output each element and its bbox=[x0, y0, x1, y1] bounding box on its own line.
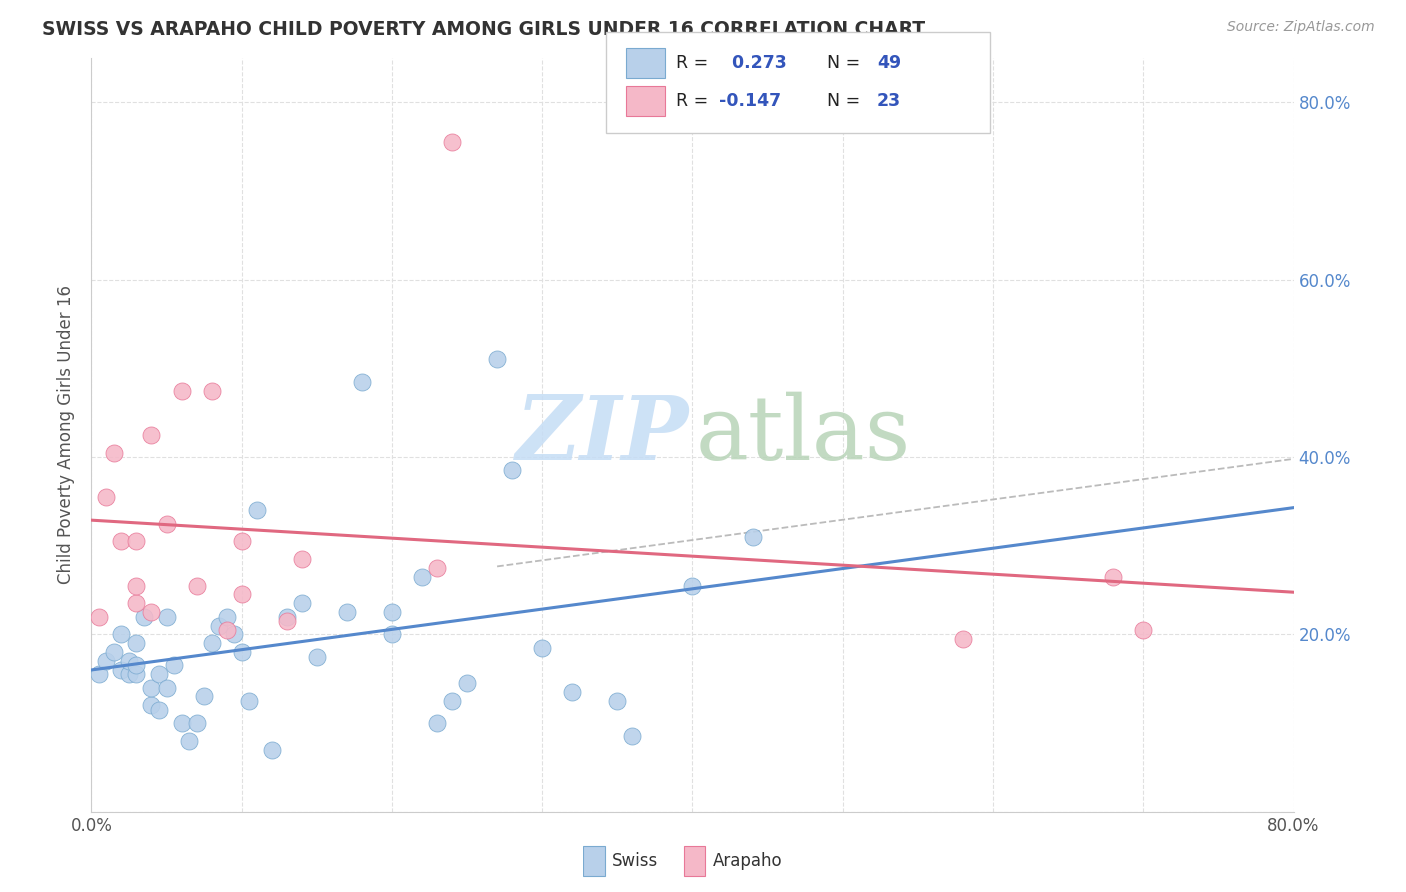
Bar bbox=[626, 48, 665, 78]
Point bbox=[148, 703, 170, 717]
Point bbox=[952, 632, 974, 646]
Point bbox=[305, 649, 328, 664]
Point bbox=[110, 534, 132, 549]
Text: N =: N = bbox=[827, 54, 865, 72]
Point bbox=[125, 667, 148, 681]
Point bbox=[118, 667, 141, 681]
Point bbox=[193, 690, 215, 704]
Point bbox=[276, 609, 298, 624]
Point bbox=[336, 605, 359, 619]
Point bbox=[381, 627, 404, 641]
Point bbox=[741, 530, 763, 544]
Point bbox=[118, 654, 141, 668]
Point bbox=[170, 384, 193, 398]
Text: atlas: atlas bbox=[696, 392, 911, 478]
Point bbox=[426, 561, 449, 575]
Point bbox=[155, 609, 177, 624]
Point bbox=[132, 609, 155, 624]
Point bbox=[170, 716, 193, 731]
Point bbox=[201, 384, 224, 398]
Text: SWISS VS ARAPAHO CHILD POVERTY AMONG GIRLS UNDER 16 CORRELATION CHART: SWISS VS ARAPAHO CHILD POVERTY AMONG GIR… bbox=[42, 20, 925, 38]
Point bbox=[246, 503, 269, 517]
Point bbox=[531, 640, 554, 655]
Point bbox=[148, 667, 170, 681]
Text: -0.147: -0.147 bbox=[718, 92, 782, 110]
Point bbox=[224, 627, 246, 641]
Point bbox=[486, 352, 509, 367]
Text: 49: 49 bbox=[877, 54, 901, 72]
Point bbox=[231, 587, 253, 601]
Text: 0.273: 0.273 bbox=[727, 54, 787, 72]
Point bbox=[155, 681, 177, 695]
Point bbox=[125, 658, 148, 673]
Point bbox=[177, 733, 200, 747]
Point bbox=[186, 716, 208, 731]
Point bbox=[621, 730, 644, 744]
Point bbox=[440, 694, 463, 708]
Text: Arapaho: Arapaho bbox=[713, 852, 782, 871]
Point bbox=[87, 667, 110, 681]
Point bbox=[681, 578, 703, 592]
Point bbox=[125, 578, 148, 592]
Point bbox=[260, 742, 283, 756]
Point bbox=[456, 676, 478, 690]
Point bbox=[411, 570, 433, 584]
Text: ZIP: ZIP bbox=[516, 392, 689, 478]
Point bbox=[426, 716, 449, 731]
Point bbox=[96, 490, 118, 504]
Point bbox=[215, 609, 238, 624]
Bar bbox=[583, 846, 605, 877]
Point bbox=[141, 428, 163, 442]
Point bbox=[125, 534, 148, 549]
Point bbox=[103, 645, 125, 659]
Bar bbox=[626, 86, 665, 116]
Point bbox=[163, 658, 186, 673]
Point bbox=[201, 636, 224, 650]
Point bbox=[501, 463, 523, 477]
Point bbox=[238, 694, 260, 708]
Point bbox=[87, 609, 110, 624]
Point bbox=[110, 663, 132, 677]
Point bbox=[231, 534, 253, 549]
Point bbox=[291, 552, 314, 566]
Point bbox=[291, 596, 314, 610]
Point bbox=[96, 654, 118, 668]
Point bbox=[141, 681, 163, 695]
Y-axis label: Child Poverty Among Girls Under 16: Child Poverty Among Girls Under 16 bbox=[58, 285, 76, 584]
Point bbox=[110, 627, 132, 641]
Point bbox=[186, 578, 208, 592]
Text: R =: R = bbox=[676, 92, 714, 110]
Point bbox=[381, 605, 404, 619]
Point bbox=[103, 445, 125, 459]
Text: Swiss: Swiss bbox=[612, 852, 658, 871]
Text: Source: ZipAtlas.com: Source: ZipAtlas.com bbox=[1227, 20, 1375, 34]
Point bbox=[215, 623, 238, 637]
Point bbox=[606, 694, 628, 708]
Point bbox=[440, 135, 463, 149]
Point bbox=[350, 375, 373, 389]
Point bbox=[125, 596, 148, 610]
Point bbox=[141, 698, 163, 713]
Point bbox=[208, 618, 231, 632]
Point bbox=[1102, 570, 1125, 584]
Point bbox=[276, 614, 298, 628]
Point bbox=[125, 636, 148, 650]
Text: N =: N = bbox=[827, 92, 865, 110]
Point bbox=[561, 685, 583, 699]
Point bbox=[231, 645, 253, 659]
Point bbox=[141, 605, 163, 619]
Point bbox=[155, 516, 177, 531]
Bar bbox=[683, 846, 706, 877]
Point bbox=[1132, 623, 1154, 637]
Text: R =: R = bbox=[676, 54, 714, 72]
Text: 23: 23 bbox=[877, 92, 901, 110]
